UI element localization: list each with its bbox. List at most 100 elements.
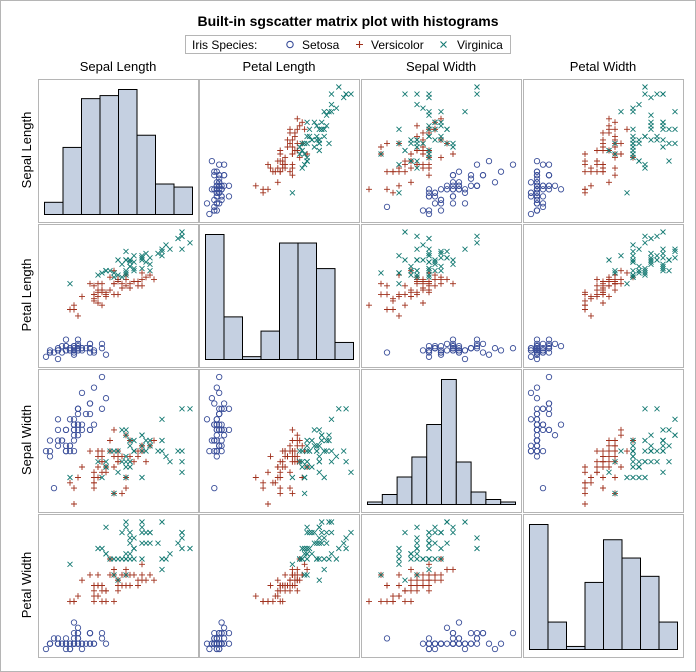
point-versicolor <box>99 598 105 605</box>
point-versicolor <box>99 587 105 594</box>
point-setosa <box>102 640 110 647</box>
point-setosa <box>551 432 559 439</box>
point-versicolor <box>111 453 117 460</box>
point-virginica <box>159 519 165 525</box>
cell-sepal-length-vs-sepal-width <box>361 79 522 223</box>
point-virginica <box>316 469 323 476</box>
point-virginica <box>642 272 648 278</box>
point-versicolor <box>279 598 286 605</box>
point-versicolor <box>384 282 390 289</box>
point-setosa <box>42 353 50 360</box>
point-versicolor <box>402 587 408 594</box>
point-virginica <box>378 270 384 276</box>
point-virginica <box>335 545 342 552</box>
point-virginica <box>432 267 438 274</box>
point-versicolor <box>274 179 281 186</box>
point-versicolor <box>606 442 612 449</box>
point-virginica <box>648 448 654 454</box>
point-versicolor <box>91 593 97 600</box>
histogram-bar <box>155 183 175 215</box>
point-setosa <box>533 182 541 189</box>
point-setosa <box>213 447 220 455</box>
cell-petal-width-vs-sepal-length <box>38 514 199 658</box>
point-virginica <box>660 448 666 454</box>
point-virginica <box>123 453 129 460</box>
point-setosa <box>533 196 541 204</box>
point-virginica <box>660 254 666 261</box>
point-versicolor <box>279 582 286 589</box>
cell-sepal-length-vs-petal-length <box>199 79 360 223</box>
point-setosa <box>213 640 220 647</box>
point-virginica <box>139 265 145 272</box>
point-virginica <box>630 453 636 460</box>
point-virginica <box>340 448 347 454</box>
point-virginica <box>115 448 121 454</box>
point-virginica <box>444 519 450 525</box>
point-versicolor <box>618 426 624 433</box>
point-virginica <box>648 250 654 257</box>
point-versicolor <box>600 485 606 492</box>
point-versicolor <box>624 126 630 133</box>
point-setosa <box>557 421 565 428</box>
point-virginica <box>328 529 335 536</box>
point-virginica <box>311 442 318 449</box>
point-setosa <box>216 629 223 637</box>
point-setosa <box>213 200 220 207</box>
point-virginica <box>648 257 654 263</box>
point-virginica <box>316 458 323 465</box>
point-virginica <box>301 490 308 497</box>
point-versicolor <box>378 291 384 298</box>
point-virginica <box>296 144 303 150</box>
point-setosa <box>539 182 547 189</box>
point-versicolor <box>390 593 396 600</box>
point-versicolor <box>582 151 588 157</box>
point-setosa <box>545 186 553 193</box>
point-setosa <box>425 342 433 350</box>
point-virginica <box>107 267 113 274</box>
histogram-bar <box>603 539 623 650</box>
point-virginica <box>348 529 354 536</box>
point-virginica <box>630 272 636 278</box>
point-virginica <box>438 545 444 552</box>
point-versicolor <box>378 280 384 287</box>
histogram-bar <box>297 242 317 360</box>
point-setosa <box>216 175 223 182</box>
point-setosa <box>545 340 553 348</box>
point-setosa <box>509 161 517 168</box>
point-virginica <box>426 267 432 274</box>
point-virginica <box>311 119 318 126</box>
point-versicolor <box>402 168 408 175</box>
point-virginica <box>420 140 426 147</box>
point-virginica <box>396 550 402 557</box>
point-setosa <box>431 640 439 647</box>
point-virginica <box>159 448 165 454</box>
point-virginica <box>328 101 335 108</box>
point-versicolor <box>408 293 414 300</box>
point-versicolor <box>123 566 129 573</box>
point-virginica <box>304 442 310 449</box>
point-setosa <box>485 157 493 165</box>
point-versicolor <box>426 561 432 568</box>
point-versicolor <box>594 147 600 154</box>
point-setosa <box>527 179 535 186</box>
point-setosa <box>225 640 233 647</box>
point-setosa <box>42 447 50 455</box>
point-virginica <box>321 566 328 573</box>
point-versicolor <box>582 464 588 470</box>
plus-marker-icon <box>356 41 363 48</box>
point-versicolor <box>151 276 157 283</box>
point-versicolor <box>95 464 101 470</box>
point-setosa <box>216 389 223 397</box>
point-virginica <box>179 545 185 552</box>
point-virginica <box>666 257 672 263</box>
point-virginica <box>159 248 165 255</box>
point-virginica <box>306 545 313 552</box>
point-virginica <box>139 254 145 261</box>
point-setosa <box>449 193 457 200</box>
point-versicolor <box>279 161 286 168</box>
point-setosa <box>70 447 78 455</box>
point-virginica <box>648 254 654 261</box>
point-virginica <box>321 474 328 481</box>
point-virginica <box>450 261 456 268</box>
point-versicolor <box>438 571 444 578</box>
